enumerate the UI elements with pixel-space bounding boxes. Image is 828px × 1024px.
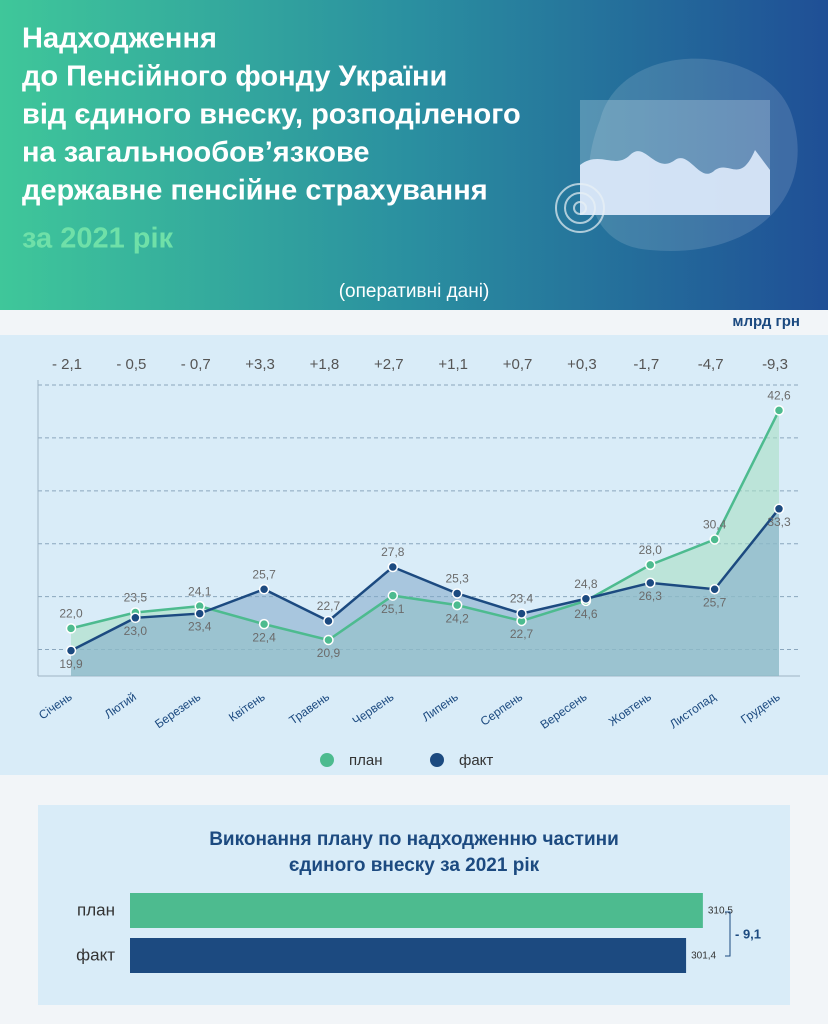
year: за 2021 рік — [22, 223, 174, 255]
point — [773, 503, 785, 515]
difference-label: +3,3 — [245, 356, 275, 373]
difference-label: +0,7 — [503, 356, 533, 373]
difference-label: +1,8 — [310, 356, 340, 373]
point — [194, 608, 205, 619]
bar — [130, 893, 703, 928]
header-bg — [0, 0, 828, 310]
value-label: 27,8 — [381, 545, 405, 559]
title-line: на загальнообов’язкове — [22, 137, 370, 169]
value-label: 22,7 — [510, 627, 534, 641]
category-label: план — [77, 900, 115, 919]
point — [323, 615, 334, 627]
chart-title: Виконання плану по надходженню частини — [209, 829, 619, 850]
value-label: 20,9 — [317, 646, 341, 660]
illustration — [555, 58, 798, 251]
value-label: 22,4 — [252, 630, 276, 644]
value-label: 24,1 — [188, 584, 212, 598]
point — [451, 599, 463, 611]
point — [387, 590, 399, 601]
note: (оперативні дані) — [339, 281, 490, 302]
point — [258, 618, 270, 630]
bracket — [725, 911, 731, 957]
chart-title: єдиного внеску за 2021 рік — [289, 855, 540, 876]
value-label: 19,9 — [59, 657, 83, 671]
value-label: 22,7 — [317, 599, 341, 613]
category-label: факт — [76, 945, 115, 964]
value-label: 42,6 — [767, 389, 791, 403]
value-label: 23,4 — [510, 592, 534, 606]
area — [71, 508, 779, 676]
value-label: 310,5 — [708, 906, 733, 917]
point — [709, 583, 720, 595]
difference-label: +0,3 — [567, 356, 597, 373]
point — [516, 608, 527, 619]
value-label: 28,0 — [639, 543, 663, 557]
value-label: 30,4 — [703, 518, 727, 532]
title-line: до Пенсійного фонду України — [22, 61, 447, 93]
legend-marker — [430, 753, 444, 767]
point — [323, 634, 334, 646]
point — [709, 534, 720, 545]
difference-label: - 0,7 — [181, 356, 211, 373]
difference-label: +2,7 — [374, 356, 404, 373]
value-label: 33,3 — [767, 515, 791, 529]
point — [773, 405, 785, 416]
difference-label: -9,3 — [762, 356, 788, 373]
difference-label: - 2,1 — [52, 356, 82, 373]
title-line: державне пенсійне страхування — [22, 175, 488, 207]
value-label: 24,2 — [446, 611, 470, 625]
value-label: 24,8 — [574, 577, 598, 591]
value-label: 24,6 — [574, 607, 598, 621]
title-line: від єдиного внеску, розподіленого — [22, 99, 521, 131]
legend-marker — [320, 753, 334, 767]
point — [645, 577, 656, 589]
point — [387, 561, 399, 573]
point — [645, 559, 656, 571]
difference-label: +1,1 — [438, 356, 468, 373]
difference-label: -1,7 — [633, 356, 659, 373]
value-label: 25,1 — [381, 602, 405, 616]
point — [130, 612, 141, 624]
point — [258, 583, 270, 595]
value-label: 23,5 — [124, 591, 148, 605]
value-label: 22,0 — [59, 607, 83, 621]
point — [580, 593, 592, 605]
point — [451, 588, 463, 599]
point — [65, 623, 77, 634]
value-label: 25,3 — [446, 572, 470, 586]
point — [65, 645, 77, 656]
line — [70, 409, 781, 642]
value-label: 23,4 — [188, 620, 212, 634]
difference-label: -4,7 — [698, 356, 724, 373]
value-label: 25,7 — [252, 567, 276, 581]
value-label: 301,4 — [691, 951, 716, 962]
value-label: 26,3 — [639, 589, 663, 603]
legend-label: факт — [459, 752, 493, 769]
legend-label: план — [349, 752, 383, 769]
bar — [130, 938, 687, 973]
value-label: 25,7 — [703, 595, 727, 609]
difference-label: - 0,5 — [116, 356, 146, 373]
value-label: 23,0 — [124, 624, 148, 638]
line — [70, 508, 780, 652]
difference-label: - 9,1 — [735, 926, 761, 941]
title-line: Надходження — [22, 23, 217, 55]
unit: млрд грн — [732, 313, 800, 330]
